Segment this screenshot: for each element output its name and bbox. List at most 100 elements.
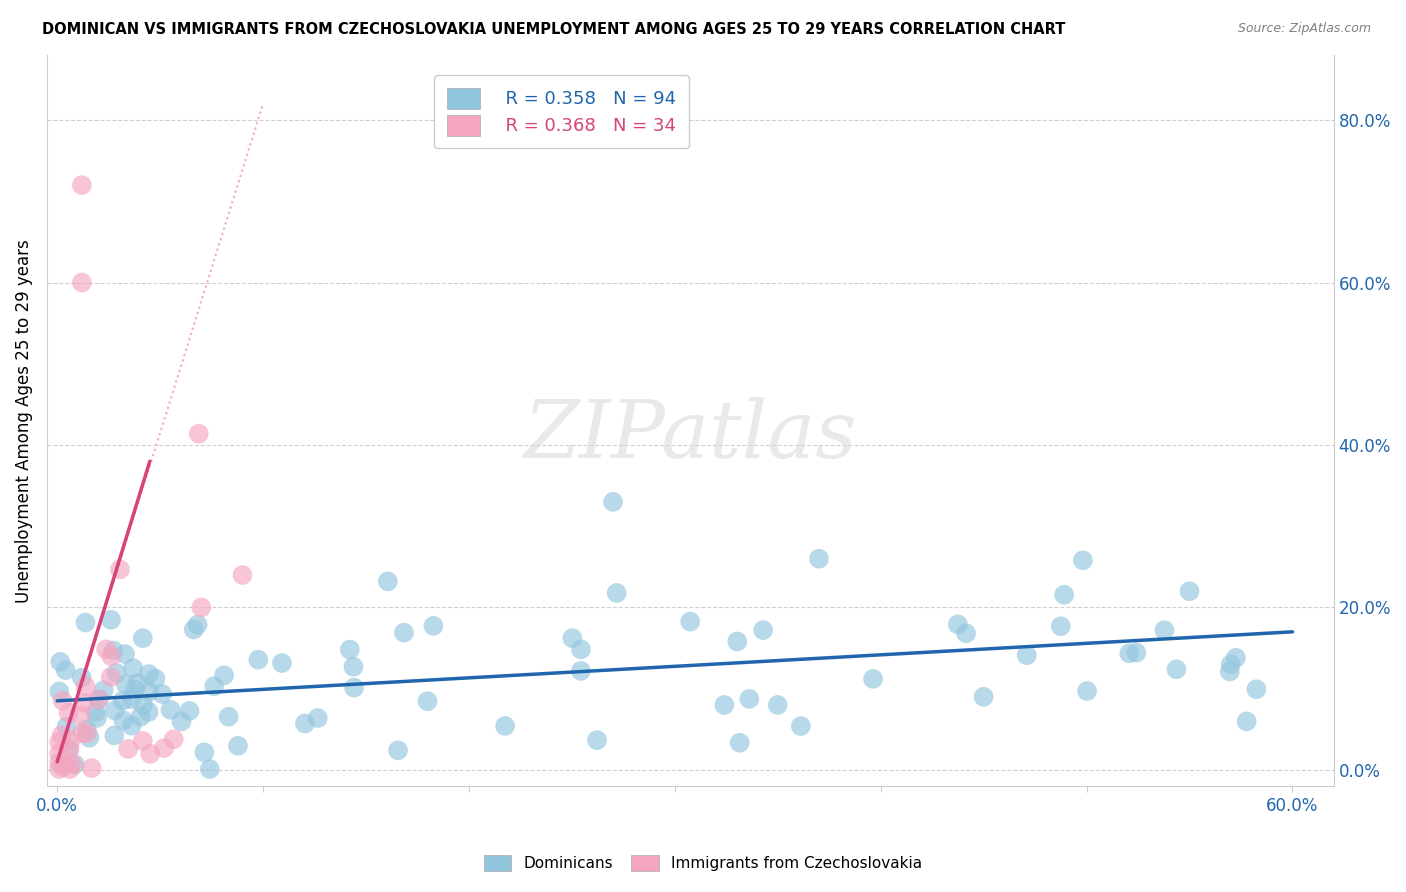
Point bbox=[115, 677, 138, 691]
Point bbox=[179, 704, 201, 718]
Point bbox=[63, 757, 86, 772]
Point bbox=[1049, 619, 1071, 633]
Point bbox=[48, 747, 70, 761]
Point bbox=[159, 703, 181, 717]
Point bbox=[139, 747, 162, 761]
Point bbox=[170, 714, 193, 729]
Point bbox=[586, 733, 609, 747]
Point bbox=[70, 276, 93, 290]
Point bbox=[1166, 662, 1188, 676]
Point bbox=[713, 698, 735, 712]
Point bbox=[52, 757, 75, 772]
Point bbox=[226, 739, 249, 753]
Point bbox=[766, 698, 789, 712]
Point bbox=[1076, 684, 1098, 698]
Legend: Dominicans, Immigrants from Czechoslovakia: Dominicans, Immigrants from Czechoslovak… bbox=[478, 849, 928, 877]
Point bbox=[49, 655, 72, 669]
Point bbox=[108, 562, 131, 576]
Point bbox=[80, 761, 103, 775]
Point bbox=[606, 586, 628, 600]
Point bbox=[105, 666, 128, 681]
Point bbox=[59, 733, 82, 747]
Point bbox=[294, 716, 316, 731]
Point bbox=[202, 679, 225, 693]
Point bbox=[494, 719, 516, 733]
Point bbox=[679, 615, 702, 629]
Point bbox=[138, 685, 160, 699]
Point bbox=[973, 690, 995, 704]
Point bbox=[1236, 714, 1258, 729]
Text: DOMINICAN VS IMMIGRANTS FROM CZECHOSLOVAKIA UNEMPLOYMENT AMONG AGES 25 TO 29 YEA: DOMINICAN VS IMMIGRANTS FROM CZECHOSLOVA… bbox=[42, 22, 1066, 37]
Point bbox=[342, 660, 364, 674]
Point bbox=[212, 668, 235, 682]
Point bbox=[132, 734, 155, 748]
Legend:   R = 0.358   N = 94,   R = 0.368   N = 34: R = 0.358 N = 94, R = 0.368 N = 34 bbox=[434, 75, 689, 148]
Point bbox=[602, 495, 624, 509]
Point bbox=[73, 696, 96, 710]
Point bbox=[1071, 553, 1094, 567]
Point bbox=[1225, 650, 1247, 665]
Y-axis label: Unemployment Among Ages 25 to 29 years: Unemployment Among Ages 25 to 29 years bbox=[15, 239, 32, 602]
Point bbox=[339, 642, 361, 657]
Point bbox=[87, 692, 110, 706]
Point bbox=[86, 711, 108, 725]
Point bbox=[93, 683, 115, 698]
Point bbox=[569, 664, 592, 678]
Point bbox=[738, 691, 761, 706]
Point bbox=[48, 762, 70, 776]
Point bbox=[153, 741, 176, 756]
Point bbox=[69, 708, 91, 723]
Point bbox=[51, 694, 73, 708]
Point bbox=[190, 600, 212, 615]
Point bbox=[122, 661, 145, 675]
Point bbox=[58, 743, 80, 757]
Point bbox=[60, 757, 83, 772]
Point bbox=[59, 762, 82, 776]
Point bbox=[150, 687, 173, 701]
Point bbox=[138, 705, 160, 719]
Point bbox=[52, 760, 75, 774]
Point bbox=[1125, 646, 1147, 660]
Point bbox=[307, 711, 329, 725]
Point bbox=[70, 178, 93, 193]
Point bbox=[55, 663, 77, 677]
Text: Source: ZipAtlas.com: Source: ZipAtlas.com bbox=[1237, 22, 1371, 36]
Point bbox=[946, 617, 969, 632]
Point bbox=[1219, 657, 1241, 672]
Point bbox=[187, 426, 209, 441]
Point bbox=[416, 694, 439, 708]
Point bbox=[343, 681, 366, 695]
Point bbox=[75, 679, 97, 693]
Point bbox=[111, 693, 134, 707]
Point bbox=[807, 551, 830, 566]
Point bbox=[70, 671, 93, 685]
Point bbox=[955, 626, 977, 640]
Point bbox=[121, 718, 143, 732]
Point bbox=[569, 642, 592, 657]
Point bbox=[84, 705, 107, 719]
Point bbox=[183, 623, 205, 637]
Point bbox=[198, 762, 221, 776]
Point bbox=[271, 656, 294, 670]
Point bbox=[114, 647, 136, 661]
Point bbox=[132, 631, 155, 645]
Point bbox=[1219, 665, 1241, 679]
Point bbox=[1178, 584, 1201, 599]
Point bbox=[145, 672, 167, 686]
Point bbox=[1053, 588, 1076, 602]
Point bbox=[100, 670, 122, 684]
Point bbox=[163, 732, 186, 747]
Point bbox=[1015, 648, 1038, 663]
Point bbox=[100, 613, 122, 627]
Point bbox=[422, 619, 444, 633]
Point bbox=[103, 728, 125, 742]
Point bbox=[117, 742, 139, 756]
Point bbox=[392, 625, 415, 640]
Point bbox=[70, 726, 93, 740]
Point bbox=[124, 682, 146, 697]
Point bbox=[75, 615, 97, 630]
Point bbox=[129, 709, 152, 723]
Point bbox=[121, 692, 143, 706]
Point bbox=[752, 623, 775, 637]
Point bbox=[112, 714, 135, 728]
